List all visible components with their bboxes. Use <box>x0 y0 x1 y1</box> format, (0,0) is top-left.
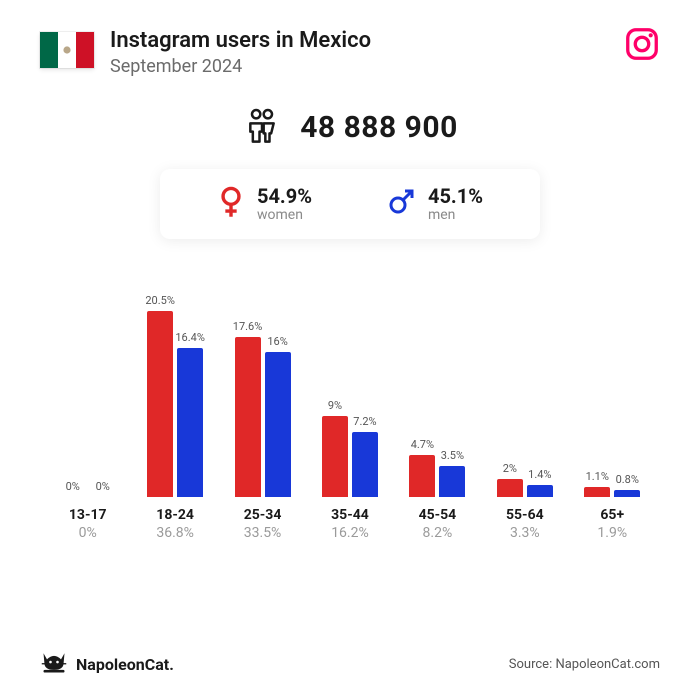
bar <box>147 311 173 497</box>
bar <box>322 416 348 498</box>
cat-icon <box>40 650 68 678</box>
bar <box>497 479 523 497</box>
chart-group: 17.6% 16% 25-34 33.5% <box>219 281 306 541</box>
bar-value-label: 9% <box>328 399 342 412</box>
bar-value-label: 7.2% <box>353 415 376 428</box>
category-total: 8.2% <box>423 525 453 541</box>
bar-value-label: 1.4% <box>528 468 551 481</box>
chart-group: 1.1% 0.8% 65+ 1.9% <box>569 281 656 541</box>
bar <box>235 337 261 497</box>
category-label: 45-54 <box>419 507 457 523</box>
bar <box>352 432 378 497</box>
category-label: 18-24 <box>156 507 194 523</box>
bar <box>265 352 291 497</box>
bar-men: 0.8% <box>614 473 640 497</box>
footer: NapoleonCat. Source: NapoleonCat.com <box>40 650 660 678</box>
bar-value-label: 16% <box>267 335 287 348</box>
bar-value-label: 0% <box>96 480 110 493</box>
chart-group: 20.5% 16.4% 18-24 36.8% <box>131 281 218 541</box>
bar-value-label: 16.4% <box>175 331 205 344</box>
brand-name: NapoleonCat. <box>76 655 174 674</box>
chart-group: 0% 0% 13-17 0% <box>44 281 131 541</box>
bar-women: 4.7% <box>409 438 435 498</box>
gender-card: 54.9% women 45.1% men <box>160 169 540 239</box>
bar-women: 0% <box>60 480 86 497</box>
chart-group: 9% 7.2% 35-44 16.2% <box>306 281 393 541</box>
bar-value-label: 0% <box>66 480 80 493</box>
bar-women: 1.1% <box>584 470 610 497</box>
instagram-icon <box>624 26 660 66</box>
bar-value-label: 4.7% <box>411 438 434 451</box>
gender-women: 54.9% women <box>217 185 312 223</box>
category-label: 55-64 <box>506 507 544 523</box>
category-total: 0% <box>79 525 97 541</box>
bar <box>177 348 203 497</box>
women-pct: 54.9% <box>257 185 312 207</box>
bar-women: 17.6% <box>235 320 261 497</box>
age-distribution-chart: 0% 0% 13-17 0% 20.5% 16.4% 18-24 36.8% 17.6% 16% 2… <box>40 281 660 541</box>
men-label: men <box>428 207 483 223</box>
mexico-flag-icon <box>40 32 94 68</box>
total-users-row: 48 888 900 <box>40 105 660 149</box>
bar-value-label: 3.5% <box>441 449 464 462</box>
female-icon <box>217 185 245 223</box>
category-total: 36.8% <box>156 525 194 541</box>
bar-value-label: 2% <box>503 462 517 475</box>
bar-men: 16.4% <box>177 331 203 497</box>
header: Instagram users in Mexico September 2024 <box>40 28 660 77</box>
category-total: 16.2% <box>331 525 369 541</box>
bar <box>527 485 553 498</box>
people-icon <box>242 105 282 149</box>
bar-men: 7.2% <box>352 415 378 497</box>
category-label: 13-17 <box>69 507 107 523</box>
page-title: Instagram users in Mexico <box>110 28 371 54</box>
men-pct: 45.1% <box>428 185 483 207</box>
chart-group: 2% 1.4% 55-64 3.3% <box>481 281 568 541</box>
bar <box>409 455 435 498</box>
bar <box>439 466 465 498</box>
category-label: 65+ <box>600 507 624 523</box>
bar-value-label: 17.6% <box>233 320 263 333</box>
bar-men: 3.5% <box>439 449 465 498</box>
bar-men: 16% <box>265 335 291 497</box>
male-icon <box>386 187 416 221</box>
bar-women: 9% <box>322 399 348 498</box>
bar <box>584 487 610 497</box>
gender-men: 45.1% men <box>386 185 483 223</box>
page-subtitle: September 2024 <box>110 56 371 77</box>
chart-group: 4.7% 3.5% 45-54 8.2% <box>394 281 481 541</box>
category-total: 33.5% <box>244 525 282 541</box>
bar-men: 0% <box>90 480 116 497</box>
bar-value-label: 0.8% <box>616 473 639 486</box>
bar-men: 1.4% <box>527 468 553 498</box>
total-users-value: 48 888 900 <box>300 110 458 145</box>
brand: NapoleonCat. <box>40 650 174 678</box>
bar <box>614 490 640 497</box>
women-label: women <box>257 207 312 223</box>
bar-women: 20.5% <box>147 294 173 497</box>
title-block: Instagram users in Mexico September 2024 <box>110 28 371 77</box>
category-label: 35-44 <box>331 507 369 523</box>
category-total: 1.9% <box>597 525 627 541</box>
category-total: 3.3% <box>510 525 540 541</box>
bar-value-label: 1.1% <box>586 470 609 483</box>
bar-value-label: 20.5% <box>145 294 175 307</box>
source-text: Source: NapoleonCat.com <box>509 657 660 672</box>
bar-women: 2% <box>497 462 523 497</box>
category-label: 25-34 <box>244 507 282 523</box>
